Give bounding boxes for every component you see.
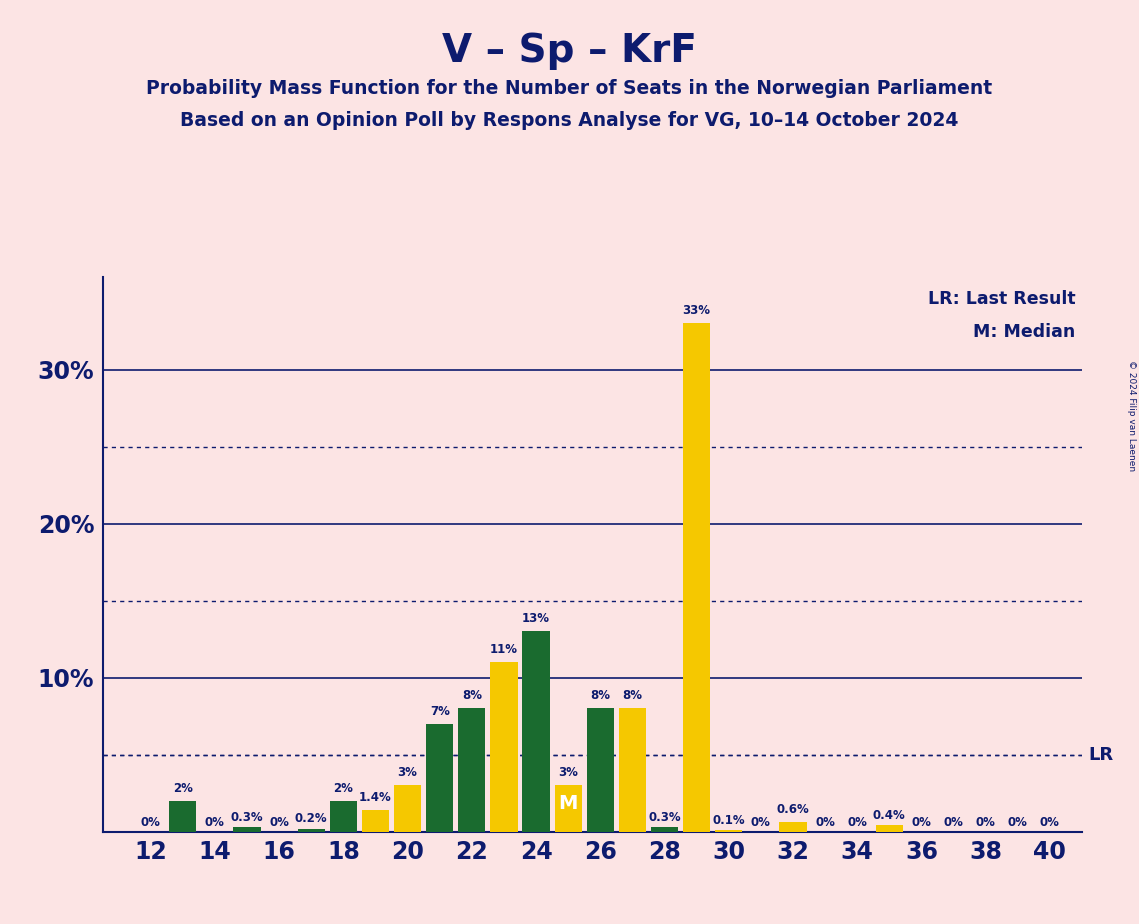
Text: 0.6%: 0.6% <box>777 803 810 816</box>
Text: M: M <box>558 794 577 813</box>
Bar <box>779 822 806 832</box>
Text: 0.2%: 0.2% <box>295 812 328 825</box>
Text: 8%: 8% <box>590 689 611 702</box>
Text: 2%: 2% <box>334 782 353 795</box>
Text: 0.4%: 0.4% <box>872 809 906 822</box>
Text: Based on an Opinion Poll by Respons Analyse for VG, 10–14 October 2024: Based on an Opinion Poll by Respons Anal… <box>180 111 959 130</box>
Text: 0%: 0% <box>205 816 224 829</box>
Text: 7%: 7% <box>429 705 450 718</box>
Bar <box>170 801 196 832</box>
Text: 33%: 33% <box>682 304 711 317</box>
Text: 8%: 8% <box>461 689 482 702</box>
Bar <box>618 709 646 832</box>
Bar <box>490 663 517 832</box>
Text: 0.1%: 0.1% <box>713 814 745 827</box>
Text: 0%: 0% <box>751 816 771 829</box>
Text: 2%: 2% <box>173 782 192 795</box>
Bar <box>426 723 453 832</box>
Text: 3%: 3% <box>398 766 418 779</box>
Bar <box>394 785 421 832</box>
Bar <box>683 323 711 832</box>
Text: 0.3%: 0.3% <box>648 811 681 824</box>
Text: 0%: 0% <box>911 816 932 829</box>
Text: 0%: 0% <box>943 816 964 829</box>
Text: Probability Mass Function for the Number of Seats in the Norwegian Parliament: Probability Mass Function for the Number… <box>147 79 992 98</box>
Bar <box>587 709 614 832</box>
Text: 0%: 0% <box>141 816 161 829</box>
Text: © 2024 Filip van Laenen: © 2024 Filip van Laenen <box>1126 360 1136 471</box>
Bar <box>523 631 550 832</box>
Text: 0%: 0% <box>976 816 995 829</box>
Text: 1.4%: 1.4% <box>359 791 392 804</box>
Bar <box>362 810 390 832</box>
Bar <box>297 829 325 832</box>
Text: 11%: 11% <box>490 643 518 656</box>
Bar <box>458 709 485 832</box>
Text: 0%: 0% <box>816 816 835 829</box>
Bar <box>715 830 743 832</box>
Text: 8%: 8% <box>622 689 642 702</box>
Bar <box>233 827 261 832</box>
Text: 0%: 0% <box>269 816 289 829</box>
Text: 0%: 0% <box>847 816 867 829</box>
Bar <box>876 825 903 832</box>
Text: LR: Last Result: LR: Last Result <box>928 289 1075 308</box>
Text: 0%: 0% <box>1008 816 1027 829</box>
Text: 3%: 3% <box>558 766 579 779</box>
Text: 0.3%: 0.3% <box>231 811 263 824</box>
Bar <box>329 801 357 832</box>
Bar <box>650 827 678 832</box>
Text: 0%: 0% <box>1040 816 1060 829</box>
Text: 13%: 13% <box>522 613 550 626</box>
Text: M: Median: M: Median <box>974 323 1075 341</box>
Bar <box>555 785 582 832</box>
Text: LR: LR <box>1089 746 1114 763</box>
Text: V – Sp – KrF: V – Sp – KrF <box>442 32 697 70</box>
